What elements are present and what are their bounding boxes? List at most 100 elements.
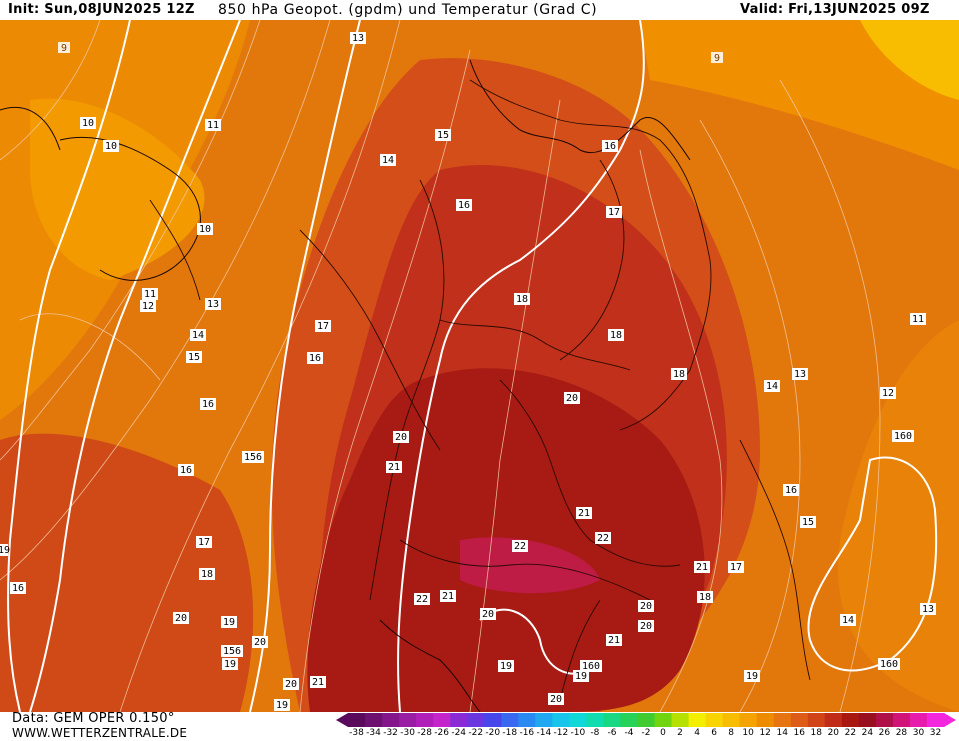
svg-text:16: 16 — [309, 353, 321, 364]
svg-text:21: 21 — [442, 591, 454, 602]
colorbar-tick-label: -30 — [400, 728, 415, 738]
fill-alps-patch — [460, 537, 600, 594]
data-source: Data: GEM OPER 0.150° — [12, 711, 175, 726]
svg-text:14: 14 — [842, 615, 854, 626]
colorbar-tick-label: -12 — [553, 728, 569, 738]
map-footer: Data: GEM OPER 0.150° WWW.WETTERZENTRALE… — [0, 712, 959, 741]
geopotential-labels: 156 156 160 160 160 — [221, 430, 914, 672]
colorbar-swatch — [671, 713, 690, 727]
colorbar-swatch — [824, 713, 843, 727]
temp-label: 19 — [221, 616, 237, 628]
geopotential-contours — [7, 20, 938, 712]
svg-text:20: 20 — [566, 393, 578, 404]
colorbar-tick-label: -2 — [641, 728, 651, 738]
temp-label: 21 — [694, 561, 710, 573]
colorbar-swatch — [484, 713, 502, 727]
map-title: 850 hPa Geopot. (gpdm) und Temperatur (G… — [218, 2, 598, 18]
colorbar-swatch — [807, 713, 826, 727]
colorbar-swatch — [399, 713, 417, 727]
temp-label: 16 — [783, 484, 799, 496]
fill-cool-patch — [30, 98, 205, 280]
color-scale-bar — [336, 713, 956, 727]
temp-label: 11 — [910, 313, 926, 325]
country-borders — [149, 79, 811, 701]
colorbar-swatch — [518, 713, 536, 727]
temp-label: 20 — [283, 678, 299, 690]
temp-label: 14 — [380, 154, 396, 166]
svg-text:20: 20 — [640, 601, 652, 612]
temp-label: 12 — [880, 387, 896, 399]
svg-text:22: 22 — [416, 594, 428, 605]
temp-label: 19 — [0, 544, 10, 556]
temp-label: 17 — [728, 561, 744, 573]
colorbar-tick-label: -38 — [349, 728, 364, 738]
colorbar-tick-label: 24 — [861, 728, 874, 738]
colorbar-left-arrow — [336, 713, 348, 727]
svg-text:160: 160 — [582, 661, 600, 672]
temp-label: 17 — [196, 536, 212, 548]
weather-map[interactable]: 9 10 10 11 10 11 12 13 14 15 16 17 16 16… — [0, 20, 959, 712]
website-link[interactable]: WWW.WETTERZENTRALE.DE — [12, 726, 188, 740]
map-header: Init: Sun,08JUN2025 12Z 850 hPa Geopot. … — [0, 0, 959, 20]
svg-text:10: 10 — [105, 141, 117, 152]
temp-label: 20 — [252, 636, 268, 648]
colorbar-tick-label: -14 — [536, 728, 552, 738]
svg-text:18: 18 — [201, 569, 213, 580]
temp-label: 15 — [186, 351, 202, 363]
colorbar-swatch — [552, 713, 570, 727]
colorbar-tick-label: 16 — [793, 728, 805, 738]
colorbar-swatch — [382, 713, 400, 727]
svg-text:15: 15 — [437, 130, 449, 141]
temp-label: 19 — [222, 658, 238, 670]
temp-label: 13 — [792, 368, 808, 380]
svg-text:16: 16 — [785, 485, 797, 496]
colorbar-tick-label: -6 — [607, 728, 617, 738]
svg-text:20: 20 — [640, 621, 652, 632]
svg-text:19: 19 — [0, 545, 10, 556]
svg-text:16: 16 — [604, 141, 616, 152]
temp-label: 13 — [350, 32, 366, 44]
temp-label: 14 — [840, 614, 856, 626]
svg-text:156: 156 — [223, 646, 241, 657]
colorbar-swatch — [688, 713, 707, 727]
colorbar-swatch — [739, 713, 758, 727]
temp-label: 17 — [606, 206, 622, 218]
svg-text:17: 17 — [317, 321, 329, 332]
temp-label: 22 — [595, 532, 611, 544]
colorbar-swatch — [722, 713, 741, 727]
svg-text:21: 21 — [312, 677, 324, 688]
svg-text:19: 19 — [746, 671, 758, 682]
geopot-label: 160 — [580, 660, 602, 672]
temp-label: 16 — [307, 352, 323, 364]
svg-text:21: 21 — [388, 462, 400, 473]
temp-label: 10 — [197, 223, 213, 235]
svg-text:14: 14 — [766, 381, 778, 392]
temp-label: 9 — [58, 42, 70, 54]
colorbar-tick-label: 6 — [711, 728, 717, 738]
colorbar-swatch — [892, 713, 911, 727]
temp-label: 11 — [205, 119, 221, 131]
svg-text:21: 21 — [696, 562, 708, 573]
temp-label: 21 — [386, 461, 402, 473]
temp-label: 10 — [80, 117, 96, 129]
isotherms — [0, 20, 881, 712]
svg-text:13: 13 — [207, 299, 219, 310]
temp-label: 18 — [608, 329, 624, 341]
colorbar-swatch — [909, 713, 928, 727]
colorbar-tick-label: 2 — [677, 728, 683, 738]
temp-label: 12 — [140, 300, 156, 312]
geopot-label: 156 — [242, 451, 264, 463]
colorbar-swatch — [705, 713, 724, 727]
colorbar-tick-label: 8 — [728, 728, 735, 738]
colorbar-tick-label: -28 — [417, 728, 432, 738]
temp-label: 13 — [920, 603, 936, 615]
colorbar-swatch — [365, 713, 383, 727]
colorbar-swatch — [637, 713, 656, 727]
temp-label: 21 — [606, 634, 622, 646]
svg-text:16: 16 — [180, 465, 192, 476]
temp-label: 22 — [512, 540, 528, 552]
svg-text:17: 17 — [608, 207, 620, 218]
colorbar-tick-label: -22 — [468, 728, 484, 738]
colorbar-swatch — [467, 713, 485, 727]
svg-text:18: 18 — [516, 294, 528, 305]
